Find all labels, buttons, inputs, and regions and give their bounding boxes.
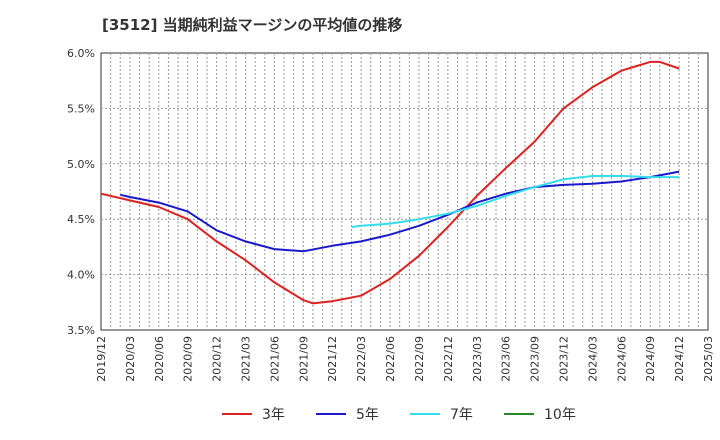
- x-tick-label: 2021/12: [326, 336, 339, 382]
- plot-area: [100, 52, 709, 331]
- legend-label: 5年: [356, 407, 379, 423]
- y-axis-ticks: 3.5% 4.0% 4.5% 5.0% 5.5% 6.0%: [67, 47, 95, 337]
- series-lines: [100, 60, 680, 305]
- x-tick-label: 2022/03: [355, 336, 368, 382]
- series-line: [100, 60, 680, 305]
- legend-label: 7年: [450, 407, 473, 423]
- chart-title: [3512] 当期純利益マージンの平均値の推移: [102, 16, 403, 34]
- series-line: [120, 170, 680, 253]
- legend: 3年 5年 7年 10年: [222, 407, 576, 423]
- x-tick-label: 2020/09: [182, 336, 195, 382]
- y-tick-label: 4.5%: [67, 213, 95, 226]
- y-tick-label: 6.0%: [67, 47, 95, 60]
- y-tick-label: 4.0%: [67, 269, 95, 282]
- x-tick-label: 2022/06: [384, 336, 397, 382]
- y-tick-label: 5.0%: [67, 158, 95, 171]
- x-tick-label: 2023/03: [471, 336, 484, 382]
- legend-label: 3年: [262, 407, 285, 423]
- x-tick-label: 2024/12: [673, 336, 686, 382]
- x-tick-label: 2023/06: [500, 336, 513, 382]
- x-tick-label: 2024/06: [615, 336, 628, 382]
- x-tick-label: 2024/09: [644, 336, 657, 382]
- grid-lines: [101, 53, 708, 330]
- x-tick-label: 2020/03: [124, 336, 137, 382]
- x-tick-label: 2023/12: [557, 336, 570, 382]
- legend-label: 10年: [544, 407, 576, 423]
- x-tick-label: 2021/09: [297, 336, 310, 382]
- x-tick-label: 2021/06: [268, 336, 281, 382]
- x-tick-label: 2025/03: [702, 336, 715, 382]
- y-tick-label: 3.5%: [67, 324, 95, 337]
- x-tick-label: 2022/09: [413, 336, 426, 382]
- x-tick-label: 2021/03: [240, 336, 253, 382]
- x-tick-label: 2023/09: [529, 336, 542, 382]
- x-tick-label: 2019/12: [95, 336, 108, 382]
- x-tick-label: 2020/06: [153, 336, 166, 382]
- y-tick-label: 5.5%: [67, 102, 95, 115]
- x-tick-label: 2020/12: [211, 336, 224, 382]
- series-line: [351, 175, 680, 228]
- x-tick-label: 2024/03: [586, 336, 599, 382]
- x-tick-label: 2022/12: [442, 336, 455, 382]
- x-axis-ticks: 2019/12 2020/03 2020/06 2020/09 2020/12 2021/…: [95, 336, 715, 382]
